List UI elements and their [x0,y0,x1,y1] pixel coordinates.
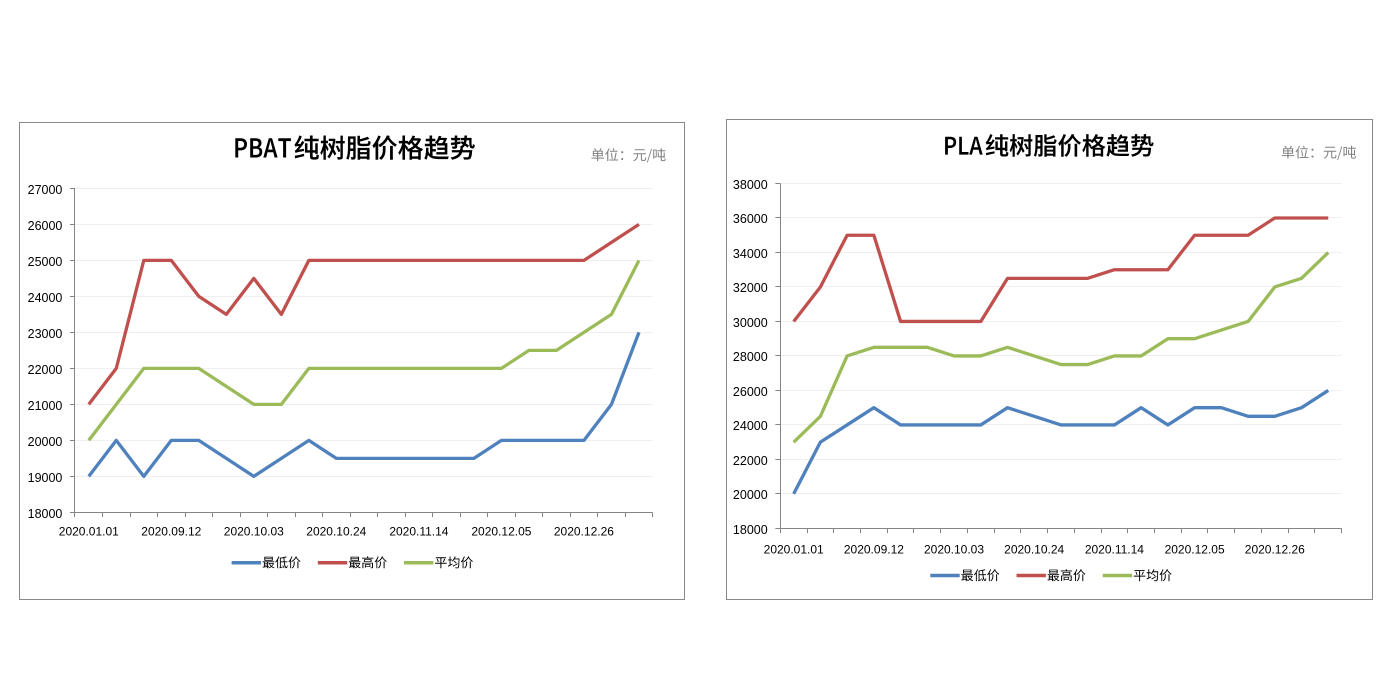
svg-text:23000: 23000 [28,327,63,341]
svg-text:2020.11.14: 2020.11.14 [1085,543,1144,557]
svg-text:26000: 26000 [733,385,768,399]
svg-text:2020.10.24: 2020.10.24 [306,525,366,539]
svg-text:20000: 20000 [28,435,63,449]
svg-text:2020.10.03: 2020.10.03 [924,543,984,557]
svg-text:24000: 24000 [733,419,768,433]
svg-text:22000: 22000 [28,363,63,377]
svg-text:34000: 34000 [733,247,768,261]
svg-text:25000: 25000 [28,255,63,269]
svg-text:2020.10.03: 2020.10.03 [224,525,284,539]
svg-text:28000: 28000 [733,350,768,364]
svg-text:36000: 36000 [733,212,768,226]
svg-text:2020.12.26: 2020.12.26 [554,525,614,539]
svg-text:30000: 30000 [733,316,768,330]
svg-text:2020.12.05: 2020.12.05 [1165,543,1225,557]
svg-text:22000: 22000 [733,454,768,468]
svg-text:2020.12.26: 2020.12.26 [1245,543,1305,557]
svg-text:32000: 32000 [733,281,768,295]
svg-text:38000: 38000 [733,178,768,192]
svg-text:27000: 27000 [28,183,63,197]
svg-text:2020.09.12: 2020.09.12 [844,543,904,557]
svg-text:2020.11.14: 2020.11.14 [389,525,448,539]
svg-text:18000: 18000 [28,507,63,521]
svg-text:24000: 24000 [28,291,63,305]
svg-text:21000: 21000 [28,399,63,413]
svg-text:20000: 20000 [733,488,768,502]
svg-text:2020.01.01: 2020.01.01 [59,525,119,539]
svg-text:2020.09.12: 2020.09.12 [141,525,201,539]
svg-text:2020.01.01: 2020.01.01 [764,543,824,557]
svg-text:19000: 19000 [28,471,63,485]
svg-text:18000: 18000 [733,523,768,537]
svg-text:26000: 26000 [28,219,63,233]
svg-text:2020.10.24: 2020.10.24 [1004,543,1064,557]
svg-text:2020.12.05: 2020.12.05 [471,525,531,539]
